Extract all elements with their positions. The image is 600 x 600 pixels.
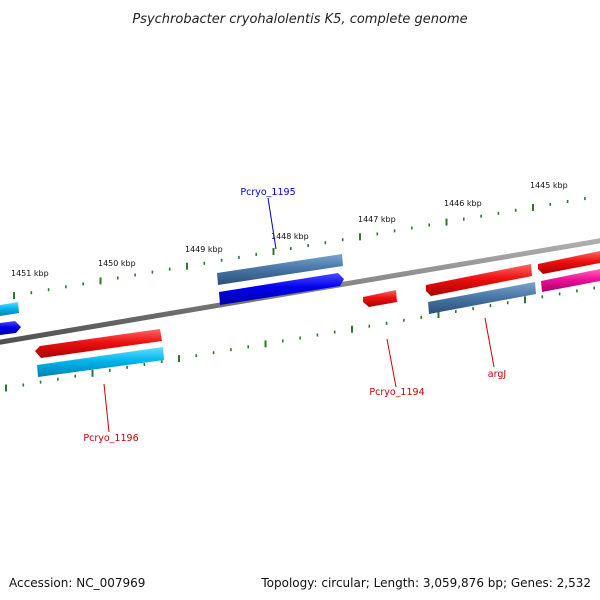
gene-pcryo-1196[interactable] (37, 347, 164, 377)
gene-label-pcryo-1196[interactable]: Pcryo_1196 (83, 433, 138, 444)
inner-tick-track (5, 286, 596, 392)
gene-pcryo-1194[interactable] (363, 290, 397, 307)
gene-blue-left-edge[interactable] (0, 321, 21, 335)
tick-label-1449: 1449 kbp (185, 245, 223, 254)
leader-argj (484, 317, 495, 368)
tick-label-1451: 1451 kbp (11, 269, 49, 278)
gene-label-pcryo-1194[interactable]: Pcryo_1194 (369, 387, 424, 398)
gene-argj-upper[interactable] (426, 264, 532, 296)
outer-tick-track (13, 197, 586, 300)
tick-label-1446: 1446 kbp (444, 199, 482, 208)
gene-argj[interactable] (428, 282, 536, 314)
gene-pcryo-1195[interactable] (219, 273, 344, 305)
map-title: Psychrobacter cryohalolentis K5, complet… (132, 12, 467, 27)
gene-magenta-edge[interactable] (541, 269, 600, 292)
accession-text: Accession: NC_007969 (9, 576, 145, 590)
gene-steel-upper-1[interactable] (217, 254, 343, 285)
leader-pcryo-1195 (267, 197, 277, 250)
gene-red-edge[interactable] (538, 251, 600, 274)
gene-pcryo-1196-upper[interactable] (35, 329, 162, 358)
gene-label-pcryo-1195[interactable]: Pcryo_1195 (240, 187, 295, 198)
gene-label-argj[interactable]: argJ (488, 369, 506, 380)
topology-text: Topology: circular; Length: 3,059,876 bp… (260, 576, 591, 590)
leader-pcryo-1196 (103, 383, 110, 433)
tick-label-1445: 1445 kbp (530, 181, 568, 190)
gene-cyan-left-edge[interactable] (0, 302, 19, 316)
tick-label-1450: 1450 kbp (98, 259, 136, 268)
leader-pcryo-1194 (386, 338, 397, 388)
tick-label-1447: 1447 kbp (358, 215, 396, 224)
tick-label-1448: 1448 kbp (271, 232, 309, 241)
